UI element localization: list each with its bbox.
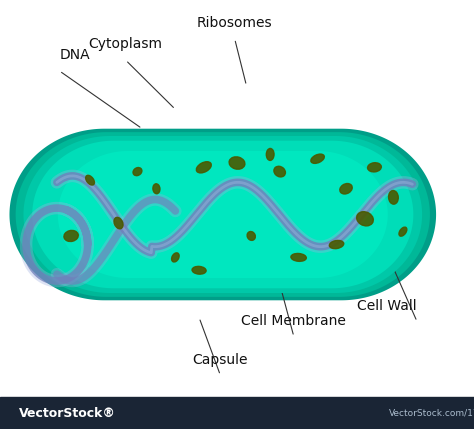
Ellipse shape	[64, 230, 78, 242]
Ellipse shape	[340, 184, 352, 194]
Text: Capsule: Capsule	[192, 353, 248, 367]
Ellipse shape	[133, 168, 142, 175]
Ellipse shape	[311, 154, 324, 163]
Polygon shape	[24, 136, 422, 293]
Ellipse shape	[172, 253, 179, 262]
Ellipse shape	[196, 162, 211, 173]
Ellipse shape	[291, 254, 306, 261]
Ellipse shape	[389, 190, 398, 204]
Polygon shape	[58, 151, 388, 278]
FancyBboxPatch shape	[0, 397, 474, 429]
Polygon shape	[32, 141, 413, 288]
Text: VectorStock®: VectorStock®	[19, 407, 116, 420]
Polygon shape	[16, 132, 430, 297]
Ellipse shape	[356, 211, 374, 226]
Ellipse shape	[247, 232, 255, 240]
Ellipse shape	[192, 266, 206, 274]
Text: Cell Wall: Cell Wall	[357, 299, 417, 313]
Text: VectorStock.com/17589399: VectorStock.com/17589399	[389, 409, 474, 417]
Ellipse shape	[229, 157, 245, 169]
Ellipse shape	[266, 148, 274, 160]
Ellipse shape	[399, 227, 407, 236]
Ellipse shape	[153, 184, 160, 194]
Text: DNA: DNA	[59, 48, 90, 62]
Ellipse shape	[114, 218, 123, 229]
Text: Cell Membrane: Cell Membrane	[241, 314, 346, 328]
Ellipse shape	[274, 166, 285, 177]
Text: Ribosomes: Ribosomes	[197, 16, 273, 30]
Polygon shape	[9, 129, 436, 300]
Ellipse shape	[86, 175, 94, 185]
Ellipse shape	[329, 240, 344, 249]
Ellipse shape	[367, 163, 382, 172]
Text: Cytoplasm: Cytoplasm	[89, 37, 163, 51]
